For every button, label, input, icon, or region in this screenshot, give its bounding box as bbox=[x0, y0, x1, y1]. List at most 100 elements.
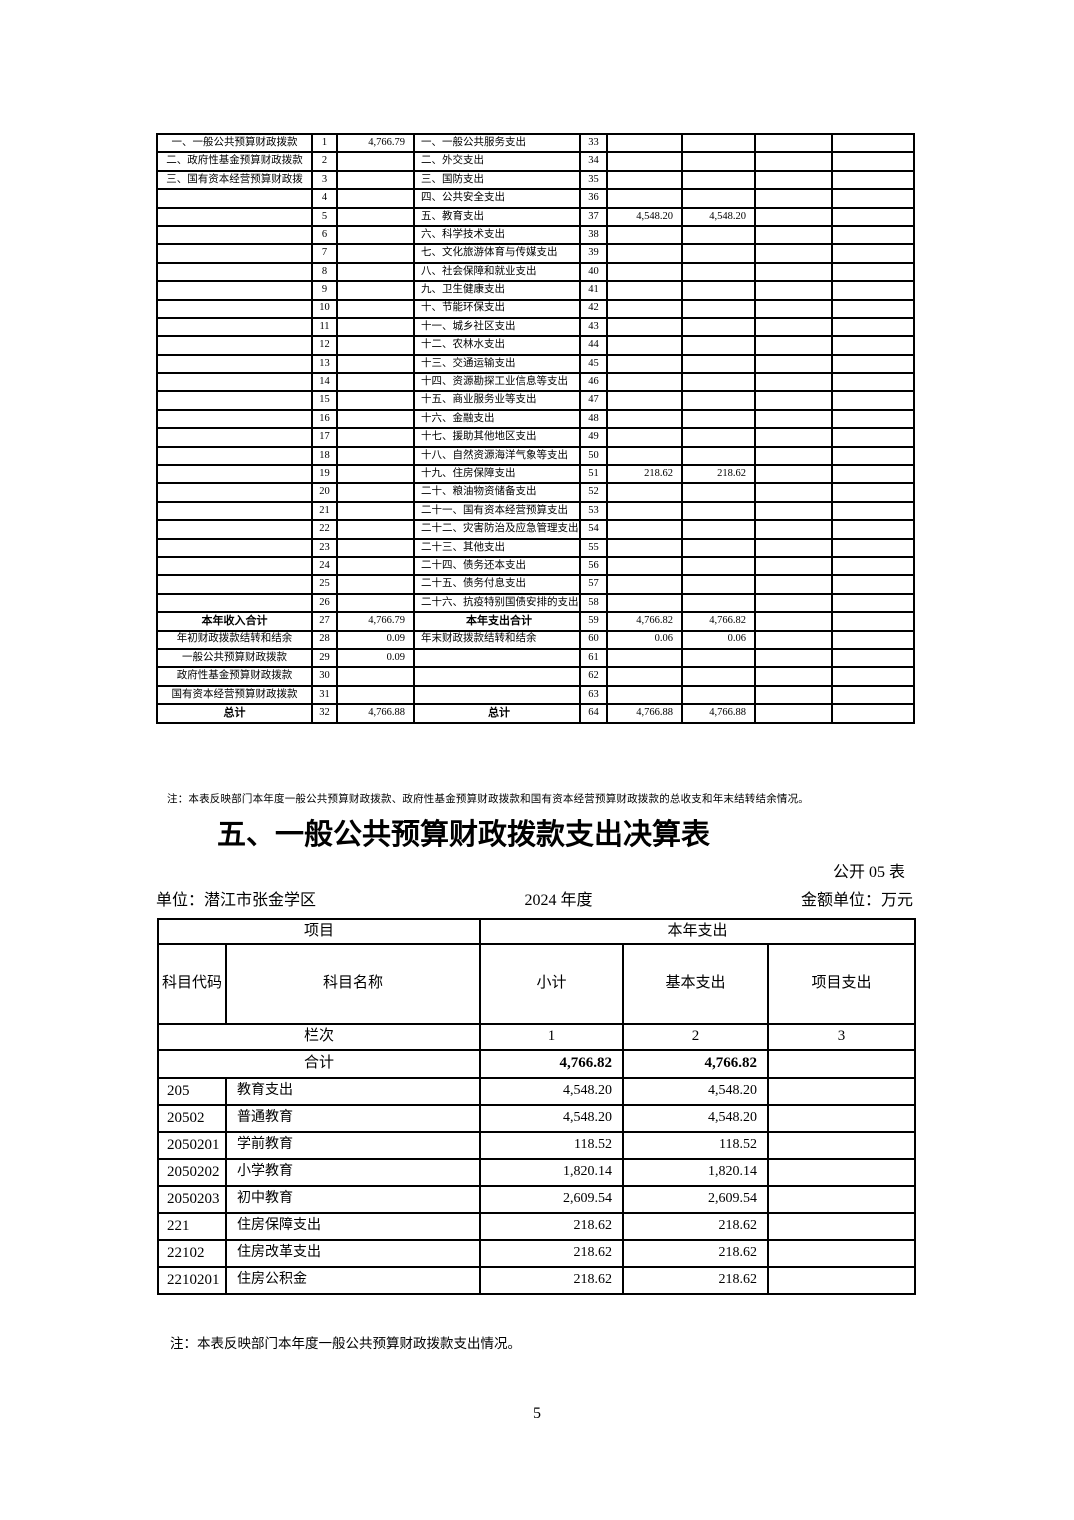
extra-column-1 bbox=[754, 629, 833, 650]
right-amount-2 bbox=[681, 353, 756, 375]
right-line-number: 54 bbox=[579, 519, 608, 540]
right-amount-1 bbox=[606, 427, 683, 448]
right-item-cell: 一、一般公共服务支出 bbox=[413, 132, 581, 154]
left-amount: 4,766.79 bbox=[336, 611, 415, 632]
subject-code-cell: 221 bbox=[157, 1211, 227, 1241]
left-item-cell: 三、国有资本经营预算财政拨 bbox=[156, 169, 313, 191]
extra-column-2 bbox=[831, 390, 915, 411]
left-item-cell: 本年收入合计 bbox=[156, 611, 313, 632]
extra-column-1 bbox=[754, 592, 833, 614]
extra-column-2 bbox=[831, 482, 915, 503]
header-project: 项目 bbox=[156, 918, 482, 945]
right-amount-1 bbox=[606, 243, 683, 264]
left-line-number: 6 bbox=[311, 224, 338, 246]
left-amount bbox=[336, 574, 415, 595]
right-amount-2 bbox=[681, 298, 756, 319]
left-amount: 4,766.88 bbox=[336, 703, 415, 724]
subtotal-amount: 4,548.20 bbox=[479, 1076, 625, 1106]
right-line-number: 60 bbox=[579, 629, 608, 650]
right-amount-1 bbox=[606, 574, 683, 595]
left-amount bbox=[336, 464, 415, 485]
project-expenditure-amount bbox=[767, 1184, 917, 1214]
right-item-cell bbox=[413, 647, 581, 669]
right-amount-2 bbox=[681, 537, 756, 559]
table-code-label: 公开 05 表 bbox=[832, 864, 905, 881]
basic-expenditure-amount: 218.62 bbox=[622, 1265, 770, 1295]
right-amount-1: 4,766.82 bbox=[606, 611, 683, 632]
left-amount bbox=[336, 537, 415, 559]
left-item-cell bbox=[156, 224, 313, 246]
right-line-number: 58 bbox=[579, 592, 608, 614]
header-subtotal: 小计 bbox=[479, 942, 625, 1025]
right-line-number: 47 bbox=[579, 390, 608, 411]
right-amount-2 bbox=[681, 261, 756, 283]
right-line-number: 59 bbox=[579, 611, 608, 632]
summary-row: 18 十八、自然资源海洋气象等支出 50 bbox=[156, 445, 915, 467]
extra-column-2 bbox=[831, 151, 915, 172]
right-amount-1 bbox=[606, 537, 683, 559]
left-item-cell bbox=[156, 482, 313, 503]
right-amount-1 bbox=[606, 519, 683, 540]
extra-column-1 bbox=[754, 445, 833, 467]
project-expenditure-amount bbox=[767, 1238, 917, 1268]
right-item-cell bbox=[413, 666, 581, 687]
right-amount-2 bbox=[681, 666, 756, 687]
extra-column-2 bbox=[831, 464, 915, 485]
right-item-cell: 三、国防支出 bbox=[413, 169, 581, 191]
right-amount-2 bbox=[681, 519, 756, 540]
extra-column-2 bbox=[831, 629, 915, 650]
basic-expenditure-amount: 1,820.14 bbox=[622, 1157, 770, 1187]
left-item-cell: 政府性基金预算财政拨款 bbox=[156, 666, 313, 687]
extra-column-1 bbox=[754, 316, 833, 338]
right-amount-1 bbox=[606, 335, 683, 356]
left-item-cell bbox=[156, 372, 313, 393]
subject-code-cell: 2210201 bbox=[157, 1265, 227, 1295]
extra-column-2 bbox=[831, 335, 915, 356]
summary-row: 26 二十六、抗疫特别国债安排的支出 58 bbox=[156, 592, 915, 614]
right-line-number: 57 bbox=[579, 574, 608, 595]
left-item-cell bbox=[156, 261, 313, 283]
right-line-number: 46 bbox=[579, 372, 608, 393]
left-item-cell bbox=[156, 592, 313, 614]
basic-expenditure-amount: 4,548.20 bbox=[622, 1076, 770, 1106]
left-item-cell: 二、政府性基金预算财政拨款 bbox=[156, 151, 313, 172]
grand-total-project bbox=[767, 1048, 917, 1079]
grand-total-subtotal: 4,766.82 bbox=[479, 1048, 625, 1079]
left-item-cell bbox=[156, 390, 313, 411]
right-amount-2 bbox=[681, 224, 756, 246]
right-line-number: 53 bbox=[579, 500, 608, 522]
left-amount bbox=[336, 445, 415, 467]
extra-column-2 bbox=[831, 611, 915, 632]
subtotal-amount: 1,820.14 bbox=[479, 1157, 625, 1187]
extra-column-2 bbox=[831, 206, 915, 227]
right-amount-2 bbox=[681, 647, 756, 669]
expenditure-table: 项目 本年支出 科目代码 科目名称 小计 基本支出 项目支出 栏次 1 2 3 … bbox=[156, 918, 917, 1295]
left-amount bbox=[336, 243, 415, 264]
subtotal-amount: 4,548.20 bbox=[479, 1103, 625, 1133]
extra-column-2 bbox=[831, 703, 915, 724]
right-item-cell: 十七、援助其他地区支出 bbox=[413, 427, 581, 448]
extra-column-1 bbox=[754, 684, 833, 706]
left-item-cell bbox=[156, 427, 313, 448]
right-line-number: 43 bbox=[579, 316, 608, 338]
header-project-expenditure: 项目支出 bbox=[767, 942, 917, 1025]
header-current-year-expenditure: 本年支出 bbox=[479, 918, 917, 945]
account-row: 205 教育支出 4,548.20 4,548.20 bbox=[157, 1076, 917, 1106]
right-amount-1 bbox=[606, 280, 683, 301]
extra-column-1 bbox=[754, 280, 833, 301]
right-amount-1 bbox=[606, 132, 683, 154]
column-index-row: 栏次 1 2 3 bbox=[156, 1022, 917, 1051]
right-amount-1 bbox=[606, 408, 683, 430]
left-amount bbox=[336, 151, 415, 172]
left-item-cell bbox=[156, 280, 313, 301]
summary-row: 二、政府性基金预算财政拨款 2 二、外交支出 34 bbox=[156, 151, 915, 172]
project-expenditure-amount bbox=[767, 1211, 917, 1241]
extra-column-1 bbox=[754, 372, 833, 393]
left-line-number: 20 bbox=[311, 482, 338, 503]
right-amount-2 bbox=[681, 684, 756, 706]
left-line-number: 25 bbox=[311, 574, 338, 595]
subject-code-cell: 2050203 bbox=[157, 1184, 227, 1214]
extra-column-1 bbox=[754, 482, 833, 503]
header-subject-name: 科目名称 bbox=[224, 942, 482, 1025]
summary-row: 9 九、卫生健康支出 41 bbox=[156, 280, 915, 301]
